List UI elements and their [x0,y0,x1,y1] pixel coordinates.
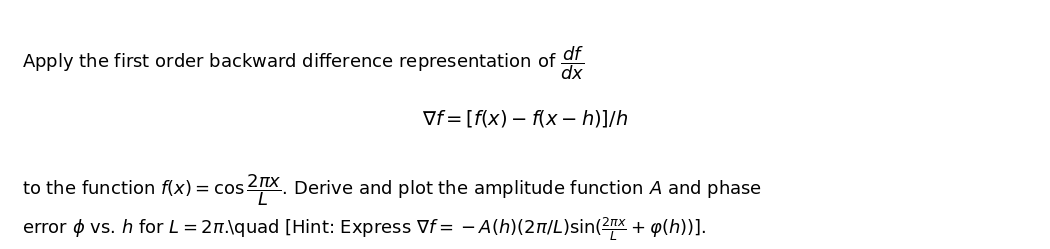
Text: $\nabla f = [f(x) - f(x-h)]/h$: $\nabla f = [f(x) - f(x-h)]/h$ [422,108,628,129]
Text: Apply the first order backward difference representation of $\dfrac{df}{dx}$: Apply the first order backward differenc… [22,44,585,82]
Text: to the function $f(x) = \cos\dfrac{2\pi x}{L}$. Derive and plot the amplitude fu: to the function $f(x) = \cos\dfrac{2\pi … [22,172,762,208]
Text: error $\phi$ vs. $h$ for $L = 2\pi$.\quad [Hint: Express $\nabla f = -A(h)(2\pi/: error $\phi$ vs. $h$ for $L = 2\pi$.\qua… [22,215,707,243]
